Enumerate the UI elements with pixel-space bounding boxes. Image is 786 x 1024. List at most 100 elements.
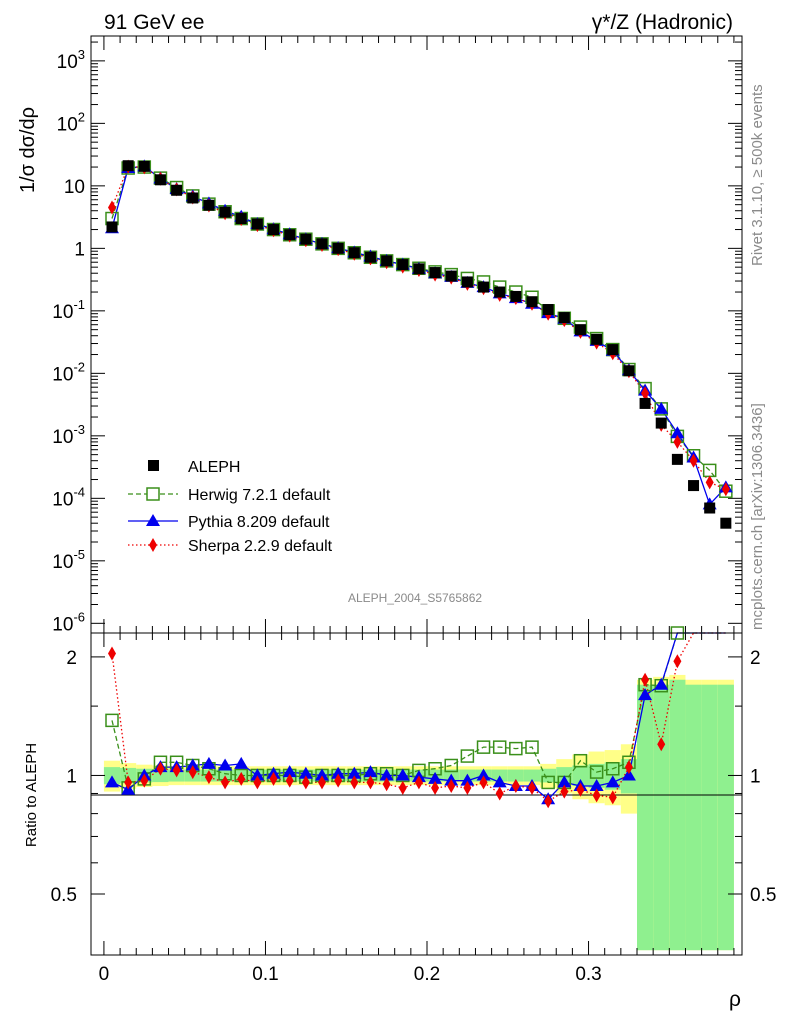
main-point-aleph — [704, 502, 716, 514]
ratio-point-pythia — [460, 773, 475, 786]
ratio-point-sherpa — [495, 786, 504, 801]
ratio-point-pythia — [347, 766, 362, 779]
ratio-panel: 0.5 0.5 1 1 2 2 0 0.1 0.2 0.3 Ratio to ALEPH ρ — [23, 626, 777, 1011]
main-point-aleph — [558, 312, 570, 324]
ratio-band-inner — [717, 684, 734, 951]
main-point-sherpa — [689, 453, 698, 468]
ratio-frame — [90, 632, 743, 956]
main-point-aleph — [235, 213, 247, 225]
rivet-version-label: Rivet 3.1.10, ≥ 500k events — [749, 84, 766, 266]
ratio-point-pythia — [476, 768, 491, 781]
ratio-band-inner — [507, 769, 524, 782]
ratio-y-tick-label-right: 2 — [750, 648, 761, 669]
ratio-point-sherpa — [366, 775, 375, 790]
main-point-aleph — [284, 229, 296, 241]
ratio-point-herwig — [525, 740, 539, 754]
main-point-aleph — [671, 453, 683, 465]
ratio-y-tick-label-left: 2 — [66, 648, 77, 669]
ratio-y-tick-label-left: 0.5 — [51, 885, 77, 906]
ratio-y-tick-label-right: 1 — [750, 766, 761, 787]
main-y-tick-label: 10-4 — [52, 484, 85, 510]
main-y-axis-label: 1/σ dσ/dρ — [17, 107, 39, 193]
ratio-point-sherpa — [124, 775, 133, 790]
main-y-tick-label: 103 — [57, 47, 85, 73]
x-tick-label: 0 — [99, 964, 110, 985]
ratio-point-pythia — [185, 758, 200, 771]
main-point-aleph — [478, 281, 490, 293]
ratio-x-tick-labels: 0 0.1 0.2 0.3 — [99, 964, 602, 985]
ratio-point-sherpa — [624, 760, 633, 775]
ratio-y-tick-label-right: 0.5 — [750, 885, 776, 906]
main-point-sherpa — [641, 386, 650, 401]
ratio-point-sherpa — [140, 773, 149, 788]
main-y-tick-labels: 10-6 10-5 10-4 10-3 10-2 10-1 1 10 102 103 — [52, 47, 85, 635]
legend-label-sherpa: Sherpa 2.2.9 default — [188, 538, 333, 555]
ratio-point-herwig — [589, 765, 604, 779]
ratio-point-pythia — [654, 677, 669, 690]
legend-entry-sherpa: Sherpa 2.2.9 default — [128, 538, 333, 555]
ratio-point-sherpa — [673, 654, 682, 669]
main-y-tick-label: 10-2 — [52, 359, 85, 385]
ratio-point-sherpa — [431, 780, 440, 795]
main-point-aleph — [203, 199, 215, 211]
ratio-y-tick-labels: 0.5 0.5 1 1 2 2 — [51, 648, 777, 906]
main-point-aleph — [332, 242, 344, 254]
main-point-aleph — [429, 267, 441, 279]
ratio-point-sherpa — [528, 780, 536, 795]
main-point-aleph — [106, 221, 118, 233]
main-point-aleph — [655, 417, 667, 429]
legend-marker-herwig — [146, 487, 160, 501]
ratio-point-sherpa — [108, 646, 116, 661]
mcplots-reference-label: mcplots.cern.ch [arXiv:1306.3436] — [749, 403, 766, 630]
ratio-point-pythia — [218, 758, 233, 771]
main-point-aleph — [348, 247, 360, 259]
main-y-tick-label: 10 — [64, 177, 85, 198]
main-point-sherpa — [705, 475, 714, 490]
ratio-point-sherpa — [269, 771, 278, 786]
ratio-point-sherpa — [641, 672, 650, 687]
main-point-aleph — [187, 192, 199, 204]
ratio-point-sherpa — [253, 775, 262, 790]
x-tick-label: 0.3 — [575, 964, 601, 985]
header-left-label: 91 GeV ee — [104, 11, 204, 34]
main-point-aleph — [542, 304, 554, 316]
main-point-aleph — [381, 255, 393, 267]
main-panel: 10-6 10-5 10-4 10-3 10-2 10-1 1 10 102 103 1/σ dσ… — [17, 35, 743, 635]
ratio-band-inner — [669, 679, 686, 951]
main-y-tick-label: 10-5 — [52, 547, 85, 573]
ratio-point-pythia — [363, 765, 378, 778]
ratio-point-pythia — [379, 768, 394, 781]
ratio-point-herwig — [573, 753, 588, 768]
ratio-point-sherpa — [608, 790, 617, 805]
legend-label-pythia: Pythia 8.209 default — [188, 514, 330, 531]
ratio-point-sherpa — [285, 773, 294, 788]
main-point-aleph — [413, 263, 425, 275]
ratio-point-herwig — [492, 740, 507, 754]
main-point-aleph — [461, 276, 473, 288]
ratio-y-axis-label: Ratio to ALEPH — [23, 743, 40, 847]
main-point-aleph — [688, 480, 700, 492]
ratio-point-herwig — [541, 775, 555, 790]
main-point-aleph — [138, 160, 150, 172]
ratio-point-pythia — [557, 775, 572, 788]
ratio-point-sherpa — [544, 794, 553, 809]
main-point-aleph — [300, 233, 312, 245]
ratio-point-sherpa — [334, 773, 343, 788]
ratio-point-sherpa — [318, 775, 326, 790]
main-point-herwig — [702, 463, 717, 478]
ratio-point-pythia — [331, 766, 346, 779]
main-point-aleph — [510, 290, 522, 302]
ratio-point-sherpa — [398, 780, 407, 795]
legend-label-herwig: Herwig 7.2.1 default — [188, 487, 331, 504]
main-point-pythia — [670, 426, 685, 439]
main-y-tick-label: 102 — [57, 109, 85, 135]
ratio-axis-ticks — [91, 633, 742, 955]
main-point-aleph — [316, 238, 328, 250]
main-point-aleph — [219, 206, 231, 218]
ratio-point-sherpa — [576, 782, 585, 797]
ratio-uncertainty-bands — [103, 674, 734, 951]
ratio-point-herwig — [105, 713, 119, 728]
ratio-point-sherpa — [237, 771, 246, 786]
ratio-point-sherpa — [204, 770, 213, 785]
